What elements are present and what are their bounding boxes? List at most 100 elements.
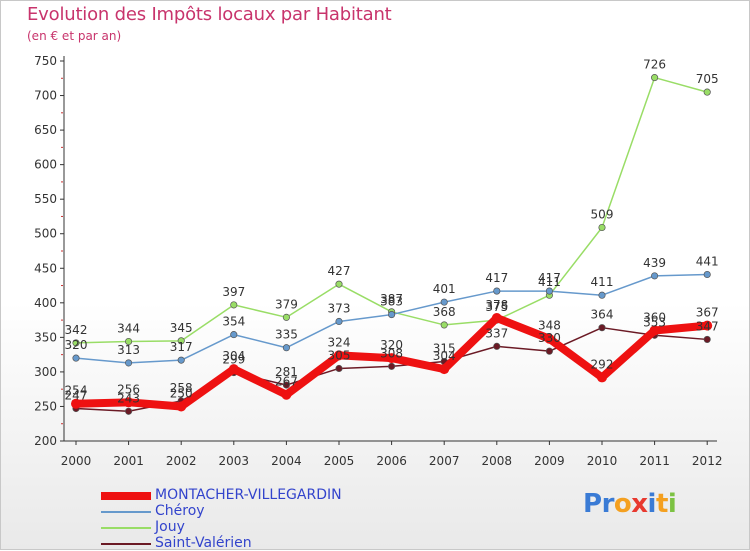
data-point [334,350,344,361]
data-point [176,401,187,412]
data-label: 344 [117,322,140,336]
data-label: 509 [591,208,614,222]
data-label: 373 [328,301,351,315]
logo-letter: o [613,489,632,519]
data-label: 320 [380,338,403,352]
data-point [125,359,133,367]
data-point [177,356,185,364]
data-point [71,398,81,409]
legend-swatch [101,511,151,513]
data-point [335,317,343,326]
y-tick-label: 250 [34,399,57,413]
data-label: 299 [222,353,245,367]
data-label: 313 [117,343,140,357]
data-label: 347 [696,319,719,333]
legend-label: MONTACHER-VILLEGARDIN [155,487,342,503]
data-point [282,344,290,352]
data-label: 401 [433,282,456,296]
data-label: 705 [696,72,719,86]
data-point [598,324,606,332]
data-label: 345 [170,321,193,335]
x-tick-label: 2010 [587,454,618,468]
y-tick-label: 500 [34,227,57,241]
data-point [228,364,239,375]
data-label: 417 [538,271,561,285]
x-tick-label: 2000 [61,454,92,468]
data-point [439,364,450,375]
data-point [125,407,133,415]
data-label: 250 [170,386,193,400]
data-label: 304 [433,349,456,363]
x-tick-label: 2006 [376,454,407,468]
data-label: 315 [433,342,456,356]
data-point [651,74,659,82]
data-label: 439 [643,256,666,270]
proxiti-logo: Proxiti [583,489,677,519]
data-point [72,354,80,362]
chart-subtitle: (en € et par an) [27,29,122,43]
x-tick-label: 2001 [113,454,144,468]
logo-letter: i [667,489,677,519]
x-tick-label: 2003 [219,454,250,468]
data-point [123,397,134,408]
legend-label: Saint-Valérien [155,535,252,551]
data-label: 342 [65,323,88,337]
data-point [703,270,711,279]
data-label: 348 [538,319,561,333]
y-tick-label: 700 [34,89,57,103]
data-point [493,342,501,350]
data-label: 292 [591,357,614,371]
data-label: 330 [538,331,561,345]
x-tick-label: 2011 [639,454,670,468]
data-point [335,364,343,373]
data-point [282,381,290,389]
data-label: 320 [65,338,88,352]
x-tick-label: 2002 [166,454,197,468]
data-point [649,325,660,336]
data-point [440,298,448,306]
y-tick-label: 450 [34,261,57,275]
data-label: 360 [643,310,666,324]
data-label: 243 [117,391,140,405]
data-point [598,291,606,299]
data-label: 375 [485,300,508,314]
chart-title: Evolution des Impôts locaux par Habitant [27,4,392,25]
data-label: 304 [222,349,245,363]
y-tick-label: 550 [34,192,57,206]
data-point [125,337,133,346]
data-label: 367 [696,306,719,320]
y-tick-label: 750 [34,54,57,68]
x-tick-label: 2012 [692,454,723,468]
data-label: 354 [222,315,245,329]
data-label: 417 [485,271,508,285]
data-label: 379 [275,297,298,311]
data-point [230,331,238,339]
data-point [388,362,396,370]
data-label: 308 [380,346,403,360]
data-point [72,339,80,347]
data-point [388,311,396,319]
legend-swatch [101,527,151,529]
data-label: 317 [170,340,193,354]
data-label: 726 [643,58,666,72]
y-tick-label: 650 [34,123,57,137]
data-label: 378 [485,298,508,312]
y-tick-label: 600 [34,158,57,172]
x-tick-label: 2005 [324,454,355,468]
logo-letter: r [601,489,615,519]
x-tick-label: 2009 [534,454,565,468]
data-point [440,321,448,329]
data-label: 441 [696,254,719,268]
data-point [282,313,290,321]
legend-swatch [101,492,151,500]
data-label: 324 [328,335,351,349]
x-tick-label: 2008 [482,454,513,468]
data-point [597,372,607,383]
data-label: 411 [591,275,614,289]
data-point [703,335,711,343]
data-label: 353 [643,315,666,329]
data-label: 364 [591,308,614,322]
logo-letter: P [583,489,602,519]
data-point [491,313,502,324]
